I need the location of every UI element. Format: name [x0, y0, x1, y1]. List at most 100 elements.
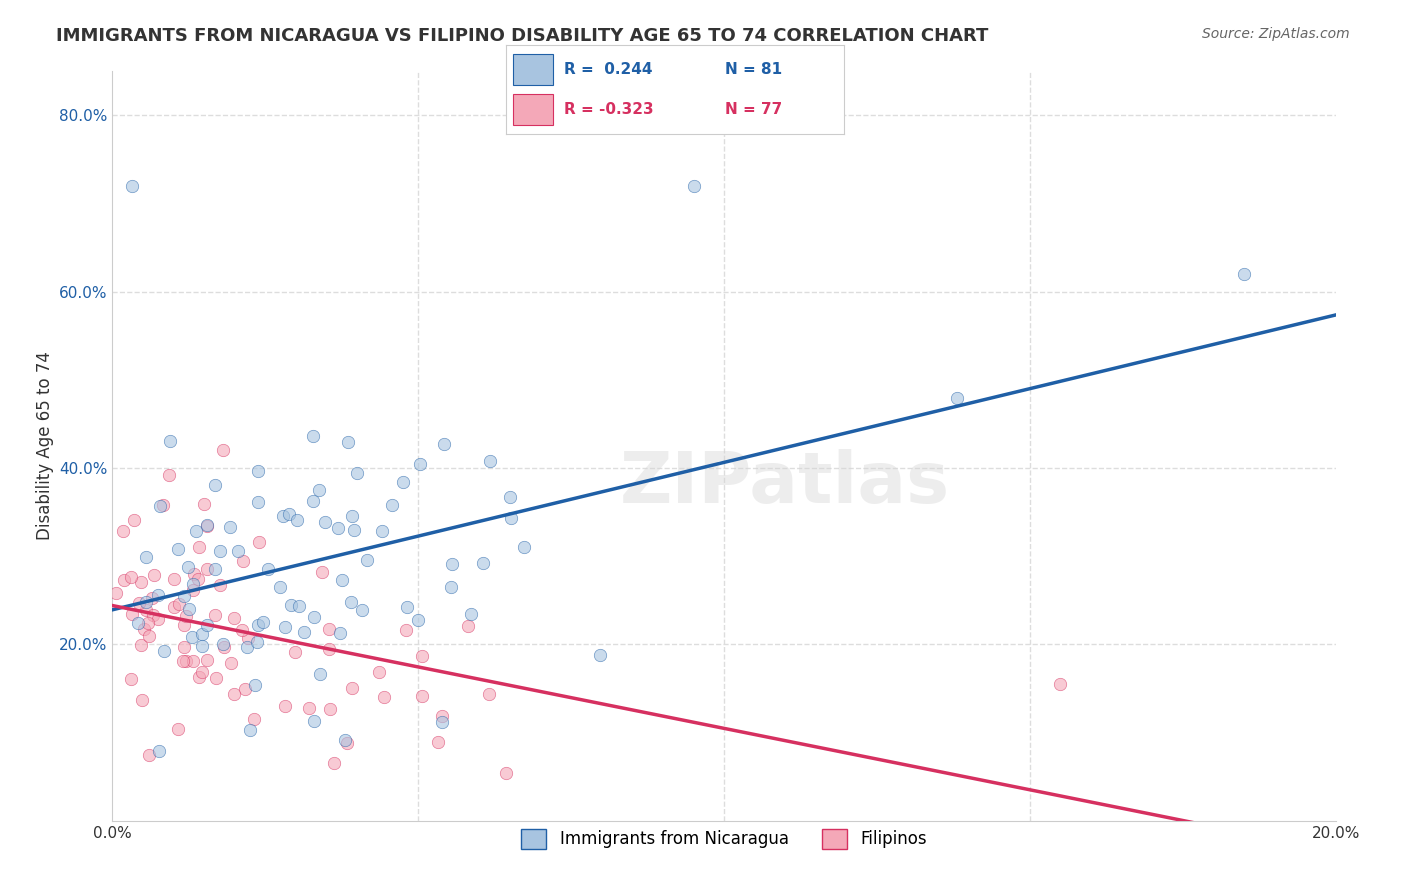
- Point: [195, 518, 218, 533]
- Point: [174, 654, 197, 668]
- Point: [222, 687, 245, 701]
- Point: [350, 603, 373, 617]
- Point: [188, 540, 211, 554]
- Point: [153, 644, 176, 658]
- Point: [149, 499, 172, 513]
- Point: [314, 516, 336, 530]
- Point: [163, 572, 186, 586]
- Point: [239, 723, 262, 737]
- Text: R = -0.323: R = -0.323: [564, 103, 654, 117]
- Point: [273, 508, 295, 523]
- Point: [214, 640, 236, 655]
- Point: [337, 435, 360, 450]
- Point: [127, 616, 149, 631]
- Point: [274, 699, 297, 714]
- Y-axis label: Disability Age 65 to 74: Disability Age 65 to 74: [35, 351, 53, 541]
- Point: [330, 573, 353, 587]
- Point: [245, 678, 267, 692]
- Point: [342, 524, 364, 538]
- Point: [479, 454, 502, 468]
- Point: [460, 607, 482, 621]
- Point: [135, 603, 157, 617]
- Point: [135, 549, 157, 564]
- Point: [256, 562, 278, 576]
- Point: [367, 665, 389, 679]
- Point: [232, 554, 254, 568]
- Point: [373, 690, 395, 705]
- Point: [292, 624, 315, 639]
- Point: [146, 588, 169, 602]
- Point: [392, 475, 415, 489]
- Point: [141, 591, 163, 605]
- Point: [246, 617, 269, 632]
- Point: [246, 465, 269, 479]
- Point: [406, 613, 429, 627]
- Point: [174, 608, 197, 623]
- Point: [682, 178, 704, 193]
- Point: [499, 490, 522, 504]
- Point: [122, 513, 145, 527]
- Point: [142, 608, 165, 623]
- Point: [945, 391, 967, 405]
- Point: [323, 756, 346, 770]
- Point: [246, 494, 269, 508]
- Point: [457, 619, 479, 633]
- Point: [342, 681, 364, 696]
- Point: [167, 722, 190, 736]
- Point: [302, 494, 325, 508]
- Point: [252, 615, 274, 629]
- Point: [430, 709, 453, 723]
- Point: [172, 654, 194, 668]
- Point: [311, 565, 333, 579]
- Text: N = 81: N = 81: [725, 62, 783, 77]
- Point: [318, 622, 340, 636]
- Point: [148, 743, 170, 757]
- Point: [346, 466, 368, 480]
- Point: [233, 681, 256, 696]
- Point: [181, 654, 204, 668]
- Point: [512, 541, 534, 555]
- Point: [132, 622, 155, 636]
- Point: [433, 437, 456, 451]
- Point: [184, 524, 207, 539]
- Point: [121, 607, 143, 621]
- Point: [588, 648, 610, 662]
- Point: [181, 577, 204, 591]
- Point: [308, 483, 330, 497]
- Point: [231, 623, 253, 637]
- FancyBboxPatch shape: [513, 54, 554, 85]
- Point: [190, 627, 212, 641]
- Point: [177, 559, 200, 574]
- Point: [183, 566, 205, 581]
- Point: [138, 629, 160, 643]
- Point: [129, 638, 152, 652]
- Point: [187, 572, 209, 586]
- Point: [212, 637, 235, 651]
- Point: [135, 594, 157, 608]
- Point: [167, 597, 190, 611]
- Point: [273, 620, 295, 634]
- Point: [333, 732, 356, 747]
- Point: [148, 612, 170, 626]
- Point: [143, 568, 166, 582]
- Text: R =  0.244: R = 0.244: [564, 62, 652, 77]
- Point: [193, 497, 215, 511]
- Point: [409, 457, 432, 471]
- Point: [222, 611, 245, 625]
- Point: [121, 178, 143, 193]
- Point: [120, 570, 142, 584]
- Point: [204, 562, 226, 576]
- Point: [197, 517, 219, 532]
- Point: [179, 601, 201, 615]
- Point: [335, 736, 357, 750]
- Point: [209, 578, 232, 592]
- Point: [499, 511, 522, 525]
- Point: [304, 610, 326, 624]
- Point: [191, 640, 214, 654]
- Point: [211, 443, 233, 458]
- Point: [298, 701, 321, 715]
- Point: [114, 573, 136, 587]
- Point: [157, 467, 180, 482]
- Point: [278, 507, 301, 521]
- Point: [395, 624, 418, 638]
